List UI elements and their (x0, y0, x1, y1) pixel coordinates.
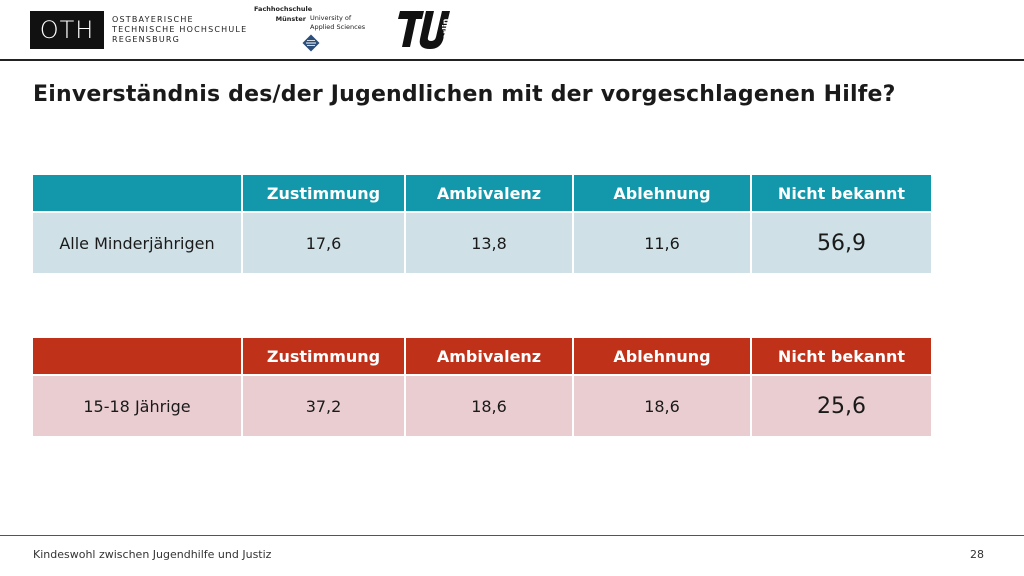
page-number: 28 (970, 548, 984, 561)
header-cell-ablehnung: Ablehnung (572, 173, 752, 213)
header-cell-zustimmung: Zustimmung (241, 336, 406, 376)
fh-muenster-name-line-1: Fachhochschule (254, 5, 313, 13)
oth-logo: OTH OSTBAYERISCHE TECHNISCHE HOCHSCHULE … (30, 11, 247, 49)
table-header-row: Zustimmung Ambivalenz Ablehnung Nicht be… (31, 173, 933, 213)
value-zustimmung: 17,6 (241, 211, 406, 275)
fh-muenster-emblem-icon (302, 34, 320, 52)
value-zustimmung: 37,2 (241, 374, 406, 438)
oth-logo-line-3: REGENSBURG (112, 35, 181, 44)
value-ambivalenz: 13,8 (404, 211, 574, 275)
header-cell-nicht-bekannt: Nicht bekannt (750, 336, 933, 376)
header-cell-zustimmung: Zustimmung (241, 173, 406, 213)
slide-title: Einverständnis des/der Jugendlichen mit … (33, 82, 896, 107)
header-divider (0, 59, 1024, 61)
table-header-row: Zustimmung Ambivalenz Ablehnung Nicht be… (31, 336, 933, 376)
header-cell-ambivalenz: Ambivalenz (404, 173, 574, 213)
oth-logo-mark: OTH (30, 11, 104, 49)
footer-divider (0, 535, 1024, 536)
fh-muenster-sub-line-1: University of (310, 14, 352, 22)
value-ablehnung: 18,6 (572, 374, 752, 438)
oth-logo-mark-text: OTH (39, 16, 95, 44)
value-nicht-bekannt: 25,6 (750, 374, 933, 438)
table-all-minors: Zustimmung Ambivalenz Ablehnung Nicht be… (31, 173, 933, 275)
header-cell-ambivalenz: Ambivalenz (404, 336, 574, 376)
value-ambivalenz: 18,6 (404, 374, 574, 438)
tu-berlin-sub: berlin (441, 18, 450, 45)
header-cell-empty (31, 336, 243, 376)
table-15-18-year-olds: Zustimmung Ambivalenz Ablehnung Nicht be… (31, 336, 933, 438)
row-label: 15-18 Jährige (31, 374, 243, 438)
fh-muenster-name: Fachhochschule Münster (254, 4, 313, 24)
fh-muenster-sub-line-2: Applied Sciences (310, 23, 366, 31)
row-label: Alle Minderjährigen (31, 211, 243, 275)
oth-logo-line-1: OSTBAYERISCHE (112, 15, 194, 24)
header-cell-ablehnung: Ablehnung (572, 336, 752, 376)
footer-text: Kindeswohl zwischen Jugendhilfe und Just… (33, 548, 272, 561)
value-nicht-bekannt: 56,9 (750, 211, 933, 275)
table-row: Alle Minderjährigen 17,6 13,8 11,6 56,9 (31, 211, 933, 275)
header-cell-nicht-bekannt: Nicht bekannt (750, 173, 933, 213)
tu-berlin-logo: berlin (398, 11, 450, 49)
fh-muenster-name-line-2: Münster (275, 15, 306, 23)
oth-logo-line-2: TECHNISCHE HOCHSCHULE (112, 25, 248, 34)
value-ablehnung: 11,6 (572, 211, 752, 275)
fh-muenster-logo: Fachhochschule Münster University of App… (250, 4, 370, 56)
header-cell-empty (31, 173, 243, 213)
oth-logo-text: OSTBAYERISCHE TECHNISCHE HOCHSCHULE REGE… (112, 15, 247, 45)
fh-muenster-subtitle: University of Applied Sciences (310, 14, 365, 32)
table-row: 15-18 Jährige 37,2 18,6 18,6 25,6 (31, 374, 933, 438)
